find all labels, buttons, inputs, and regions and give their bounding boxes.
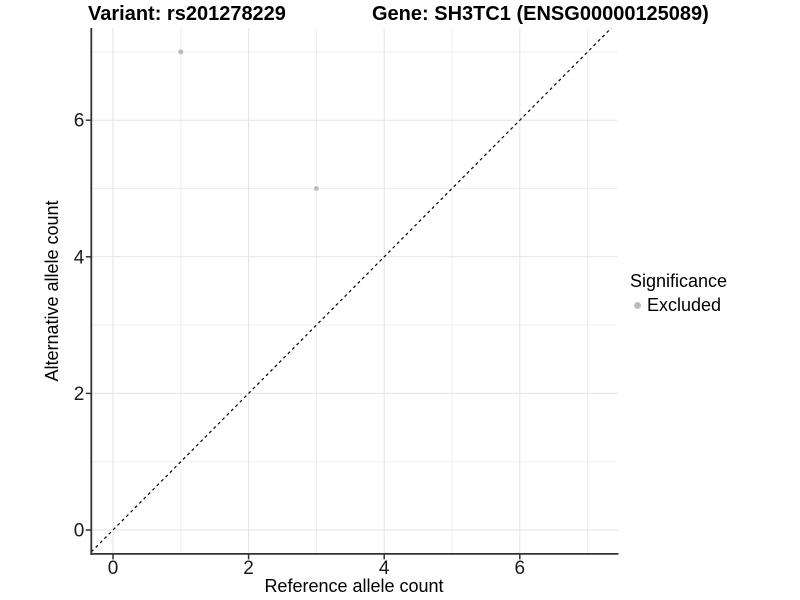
gridlines-major — [91, 27, 618, 554]
data-point — [313, 186, 319, 191]
y-tick-label: 6 — [74, 111, 85, 132]
gridlines-minor — [91, 27, 618, 554]
x-tick-label: 6 — [515, 558, 526, 579]
x-tick-label: 4 — [379, 558, 390, 579]
y-tick-label: 4 — [74, 247, 85, 268]
tick-labels: 0 2 4 6 0 2 4 6 — [74, 111, 525, 579]
identity-line — [90, 27, 612, 553]
y-tick-label: 0 — [74, 521, 85, 542]
legend-item: Excluded — [630, 295, 727, 316]
plot-title-variant: Variant: rs201278229 — [88, 3, 286, 25]
x-axis-title: Reference allele count — [264, 576, 443, 596]
axis-lines — [90, 27, 619, 555]
identity-dashed-line — [90, 27, 612, 553]
legend-item-label: Excluded — [647, 295, 722, 315]
plot-title-gene: Gene: SH3TC1 (ENSG00000125089) — [372, 3, 709, 25]
x-tick-label: 0 — [108, 558, 119, 579]
legend-point-icon — [634, 302, 641, 309]
y-tick-label: 2 — [74, 384, 85, 405]
axis-ticks — [85, 119, 521, 560]
x-tick-label: 2 — [243, 558, 254, 579]
data-points — [178, 49, 319, 191]
y-axis-title: Alternative allele count — [42, 200, 62, 381]
data-point — [178, 49, 184, 55]
legend: Significance Excluded — [630, 271, 727, 316]
legend-title: Significance — [630, 271, 728, 291]
